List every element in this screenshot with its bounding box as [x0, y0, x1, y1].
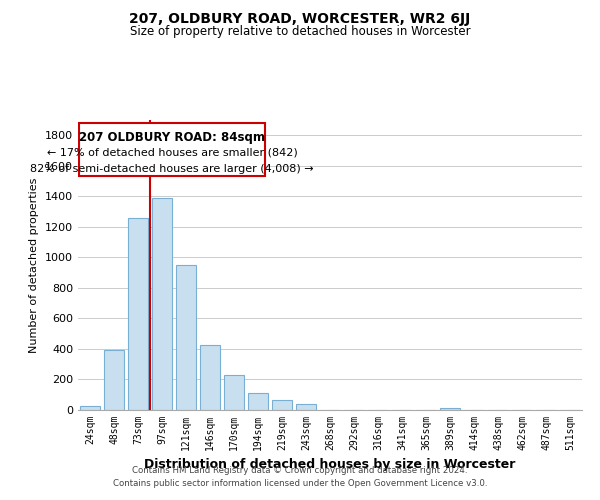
Text: ← 17% of detached houses are smaller (842): ← 17% of detached houses are smaller (84… [47, 148, 298, 158]
Bar [272, 400, 292, 410]
Text: 207 OLDBURY ROAD: 84sqm: 207 OLDBURY ROAD: 84sqm [79, 132, 265, 144]
Bar [104, 350, 124, 410]
Text: Contains HM Land Registry data © Crown copyright and database right 2024.
Contai: Contains HM Land Registry data © Crown c… [113, 466, 487, 487]
X-axis label: Distribution of detached houses by size in Worcester: Distribution of detached houses by size … [145, 458, 515, 471]
Text: 207, OLDBURY ROAD, WORCESTER, WR2 6JJ: 207, OLDBURY ROAD, WORCESTER, WR2 6JJ [130, 12, 470, 26]
Text: Size of property relative to detached houses in Worcester: Size of property relative to detached ho… [130, 25, 470, 38]
Bar [200, 345, 220, 410]
Bar [152, 198, 172, 410]
Bar [79, 123, 265, 176]
Bar [296, 404, 316, 410]
Bar [128, 218, 148, 410]
Bar [176, 265, 196, 410]
Y-axis label: Number of detached properties: Number of detached properties [29, 178, 40, 352]
Text: 82% of semi-detached houses are larger (4,008) →: 82% of semi-detached houses are larger (… [31, 164, 314, 173]
Bar [224, 375, 244, 410]
Bar [248, 393, 268, 410]
Bar [80, 406, 100, 410]
Bar [440, 408, 460, 410]
